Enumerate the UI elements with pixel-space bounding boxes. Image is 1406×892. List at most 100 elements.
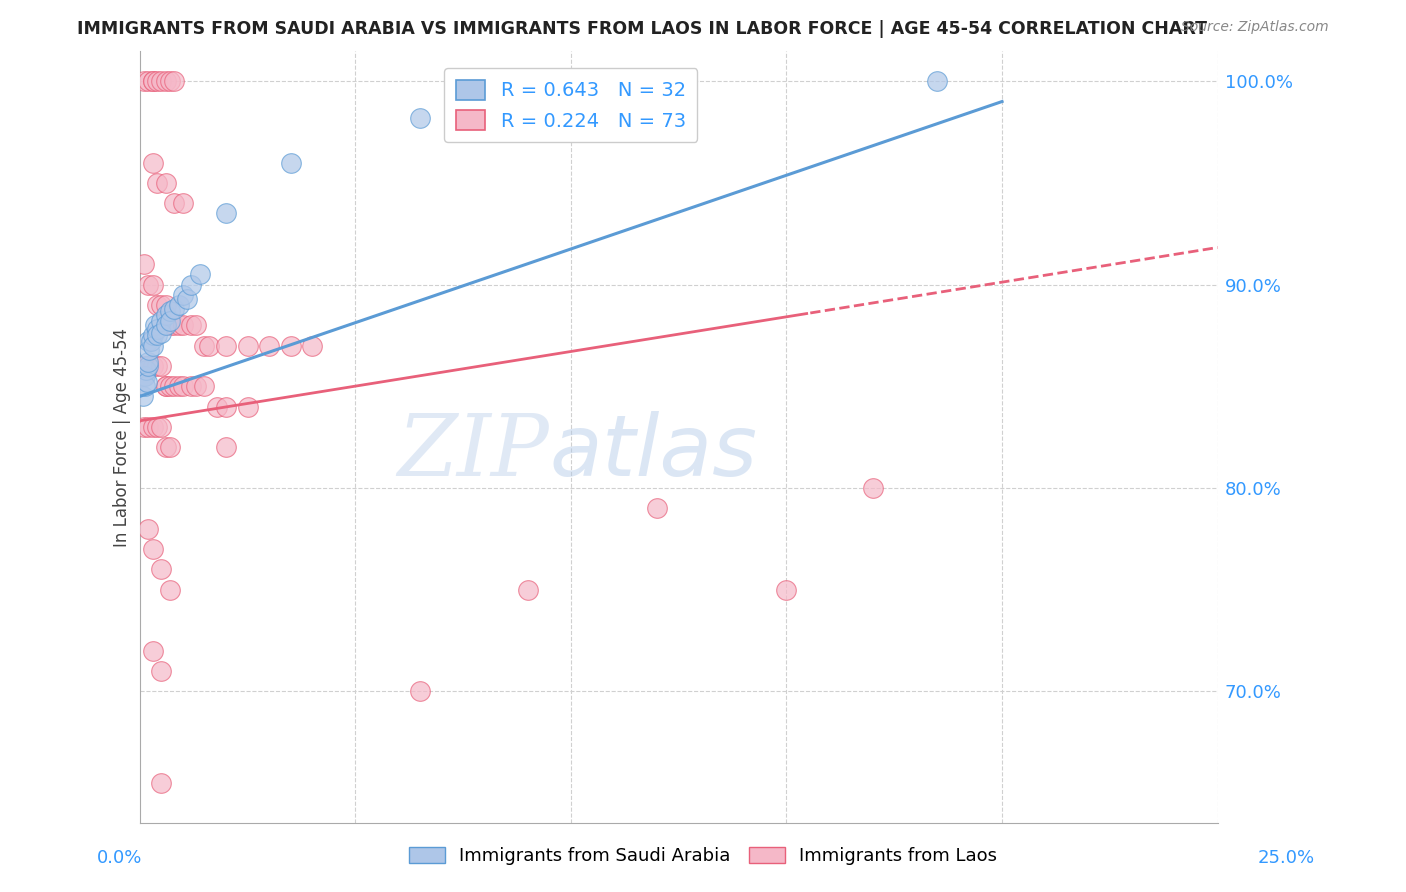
Point	[138, 522, 160, 536]
Point	[193, 338, 215, 352]
Point	[132, 257, 155, 271]
Point	[134, 379, 156, 393]
Text: Source: ZipAtlas.com: Source: ZipAtlas.com	[1181, 20, 1329, 34]
Point	[132, 359, 155, 373]
Point	[138, 74, 160, 88]
Point	[142, 277, 165, 292]
Point	[150, 326, 173, 341]
Point	[146, 298, 169, 312]
Point	[150, 420, 173, 434]
Point	[215, 400, 238, 414]
Text: 25.0%: 25.0%	[1258, 849, 1315, 867]
Point	[146, 322, 169, 336]
Point	[775, 582, 797, 597]
Point	[236, 338, 259, 352]
Point	[155, 318, 177, 333]
Point	[132, 369, 155, 384]
Point	[146, 420, 169, 434]
Point	[159, 379, 181, 393]
Point	[146, 359, 169, 373]
Point	[301, 338, 323, 352]
Point	[163, 74, 186, 88]
Point	[167, 379, 190, 393]
Point	[155, 440, 177, 454]
Text: ZIP: ZIP	[398, 411, 550, 494]
Point	[155, 74, 177, 88]
Point	[236, 400, 259, 414]
Point	[159, 318, 181, 333]
Point	[138, 334, 160, 349]
Point	[172, 196, 194, 211]
Point	[132, 389, 155, 403]
Point	[146, 328, 169, 343]
Point	[135, 363, 157, 377]
Point	[172, 318, 194, 333]
Point	[142, 541, 165, 556]
Point	[138, 355, 160, 369]
Point	[176, 292, 198, 306]
Point	[163, 301, 186, 316]
Point	[155, 308, 177, 322]
Point	[184, 379, 207, 393]
Point	[215, 206, 238, 220]
Point	[138, 343, 160, 357]
Point	[142, 328, 165, 343]
Point	[862, 481, 884, 495]
Point	[172, 287, 194, 301]
Point	[184, 318, 207, 333]
Point	[167, 298, 190, 312]
Point	[409, 111, 432, 125]
Point	[134, 369, 156, 384]
Point	[155, 379, 177, 393]
Point	[150, 298, 173, 312]
Point	[280, 338, 302, 352]
Point	[180, 318, 202, 333]
Point	[516, 582, 538, 597]
Point	[159, 440, 181, 454]
Point	[138, 277, 160, 292]
Point	[132, 420, 155, 434]
Point	[146, 74, 169, 88]
Point	[193, 379, 215, 393]
Point	[138, 420, 160, 434]
Point	[197, 338, 219, 352]
Text: 0.0%: 0.0%	[97, 849, 142, 867]
Point	[150, 562, 173, 576]
Point	[155, 298, 177, 312]
Point	[142, 359, 165, 373]
Point	[150, 776, 173, 790]
Legend: Immigrants from Saudi Arabia, Immigrants from Laos: Immigrants from Saudi Arabia, Immigrants…	[402, 839, 1004, 872]
Point	[138, 359, 160, 373]
Point	[155, 379, 177, 393]
Point	[132, 74, 155, 88]
Point	[150, 74, 173, 88]
Point	[180, 277, 202, 292]
Legend: R = 0.643   N = 32, R = 0.224   N = 73: R = 0.643 N = 32, R = 0.224 N = 73	[444, 68, 697, 142]
Point	[927, 74, 949, 88]
Point	[257, 338, 280, 352]
Point	[280, 155, 302, 169]
Point	[142, 155, 165, 169]
Point	[142, 643, 165, 657]
Point	[142, 74, 165, 88]
Point	[207, 400, 229, 414]
Point	[159, 304, 181, 318]
Text: atlas: atlas	[550, 411, 758, 494]
Point	[139, 334, 162, 349]
Point	[163, 379, 186, 393]
Point	[180, 379, 202, 393]
Point	[159, 74, 181, 88]
Point	[143, 318, 166, 333]
Point	[136, 359, 159, 373]
Point	[155, 176, 177, 190]
Point	[188, 268, 211, 282]
Point	[167, 318, 190, 333]
Point	[142, 74, 165, 88]
Point	[142, 420, 165, 434]
Point	[409, 684, 432, 698]
Y-axis label: In Labor Force | Age 45-54: In Labor Force | Age 45-54	[114, 327, 131, 547]
Point	[159, 314, 181, 328]
Point	[215, 440, 238, 454]
Text: IMMIGRANTS FROM SAUDI ARABIA VS IMMIGRANTS FROM LAOS IN LABOR FORCE | AGE 45-54 : IMMIGRANTS FROM SAUDI ARABIA VS IMMIGRAN…	[77, 20, 1208, 37]
Point	[150, 664, 173, 678]
